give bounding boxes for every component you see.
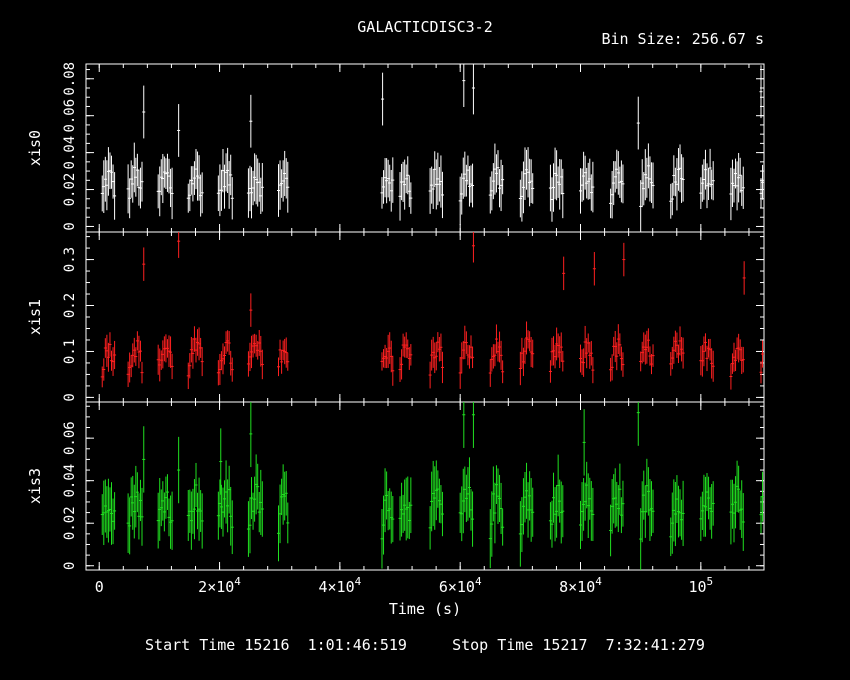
panel-label: xis1: [26, 299, 44, 335]
y-tick-label: 0.04: [62, 136, 78, 170]
panel-xis3: 0 0.02 0.04 0.06 xis3: [26, 401, 765, 571]
chart-title: GALACTICDISC3-2: [357, 18, 492, 36]
y-tick-label: 0: [62, 562, 78, 570]
panel-xis1: 0 0.1 0.2 0.3 xis1: [26, 231, 765, 403]
x-tick-label: 2×104: [198, 575, 241, 596]
x-tick-label: 4×104: [318, 575, 361, 596]
panel-label: xis0: [26, 130, 44, 166]
y-tick-label: 0.08: [62, 62, 78, 96]
bin-size-label: Bin Size: 256.67 s: [601, 30, 764, 48]
x-axis-label: Time (s): [389, 600, 461, 618]
panel-xis0: 0 0.02 0.04 0.06 0.08 xis0: [26, 62, 765, 233]
y-tick-label: 0.3: [62, 247, 78, 272]
y-tick-label: 0.06: [62, 99, 78, 133]
panel-frame: [85, 231, 765, 403]
y-tick-label: 0.1: [62, 339, 78, 364]
y-tick-label: 0: [62, 222, 78, 230]
panel-frame: [85, 63, 765, 233]
y-tick-label: 0.02: [62, 506, 78, 540]
data-series-xis3: [100, 402, 765, 570]
x-tick-label: 0: [95, 578, 104, 596]
time-range-footer: Start Time 15216 1:01:46:519 Stop Time 1…: [0, 636, 850, 654]
x-tick-label: 8×104: [559, 575, 602, 596]
start-time-label: Start Time 15216 1:01:46:519: [145, 636, 407, 654]
x-tick-label: 105: [688, 575, 713, 596]
panel-label: xis3: [26, 468, 44, 504]
y-tick-label: 0.04: [62, 464, 78, 498]
y-tick-label: 0.2: [62, 293, 78, 318]
data-series-xis1: [100, 232, 765, 390]
panels-group: 0 0.02 0.04 0.06 0.08 xis0 0 0.1 0.2 0.3 xis1 0 0.02…: [26, 62, 765, 596]
y-tick-label: 0: [62, 393, 78, 401]
stop-time-label: Stop Time 15217 7:32:41:279: [452, 636, 705, 654]
x-tick-label: 6×104: [439, 575, 482, 596]
y-tick-label: 0.06: [62, 421, 78, 455]
data-series-xis0: [100, 64, 765, 232]
panel-frame: [85, 401, 765, 571]
y-tick-label: 0.02: [62, 173, 78, 207]
